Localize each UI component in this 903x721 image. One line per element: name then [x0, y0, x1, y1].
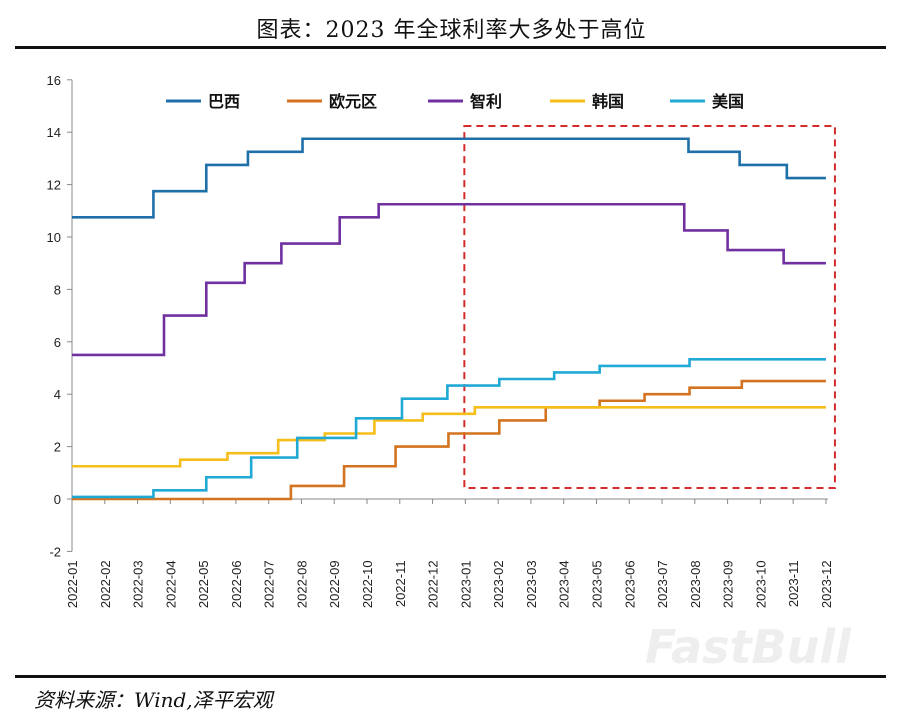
x-tick-label: 2022-08	[294, 560, 309, 608]
y-tick-label: 8	[54, 282, 61, 297]
x-tick-label: 2022-01	[65, 560, 80, 608]
x-tick-label: 2023-03	[524, 560, 539, 608]
x-tick-label: 2022-05	[196, 560, 211, 608]
series-line-3	[72, 202, 826, 357]
legend-label: 巴西	[208, 92, 240, 111]
x-tick-label: 2022-12	[426, 560, 441, 608]
y-tick-label: 10	[47, 230, 61, 245]
y-tick-label: 16	[47, 73, 61, 88]
highlight-box	[463, 125, 836, 489]
x-tick-label: 2022-09	[327, 560, 342, 608]
x-tick-label: 2023-02	[491, 560, 506, 608]
y-tick-label: 0	[54, 492, 61, 507]
x-tick-label: 2022-11	[393, 560, 408, 607]
y-tick-label: -2	[49, 544, 61, 559]
title-divider	[15, 46, 886, 49]
x-tick-label: 2023-06	[622, 560, 637, 608]
x-tick-label: 2023-11	[786, 560, 801, 607]
x-tick-label: 2022-06	[229, 560, 244, 608]
x-tick-label: 2022-10	[360, 560, 375, 608]
legend-label: 欧元区	[329, 92, 377, 111]
legend-label: 美国	[712, 92, 744, 111]
source-divider	[15, 675, 886, 678]
source-note: 资料来源：Wind,泽平宏观	[34, 688, 273, 712]
x-tick-label: 2023-09	[721, 560, 736, 608]
x-tick-label: 2022-03	[131, 560, 146, 608]
series-line-5	[72, 358, 826, 499]
x-tick-label: 2023-08	[688, 560, 703, 608]
series-line-1	[72, 137, 826, 219]
y-tick-label: 6	[54, 335, 61, 350]
x-tick-label: 2023-05	[589, 560, 604, 608]
x-tick-label: 2022-02	[98, 560, 113, 608]
x-tick-label: 2022-07	[262, 560, 277, 608]
x-tick-label: 2023-10	[753, 560, 768, 608]
watermark: FastBull	[645, 620, 851, 674]
series-line-2	[72, 379, 826, 501]
x-tick-label: 2023-12	[819, 560, 834, 608]
legend-label: 韩国	[592, 92, 624, 111]
y-tick-label: 12	[47, 178, 61, 193]
chart-plot: -2 0 2 4 6 8 10 12 14 16 2022-01 2022-02 2022-03 2022…	[47, 73, 836, 608]
x-tick-label: 2023-01	[458, 560, 473, 608]
chart-title: 图表：2023 年全球利率大多处于高位	[256, 18, 647, 43]
y-tick-label: 2	[54, 440, 61, 455]
x-tick-label: 2023-04	[557, 560, 572, 608]
legend-label: 智利	[470, 92, 502, 111]
y-tick-label: 14	[47, 125, 61, 140]
x-tick-label: 2022-04	[163, 560, 178, 608]
x-tick-label: 2023-07	[655, 560, 670, 608]
y-tick-label: 4	[54, 387, 61, 402]
